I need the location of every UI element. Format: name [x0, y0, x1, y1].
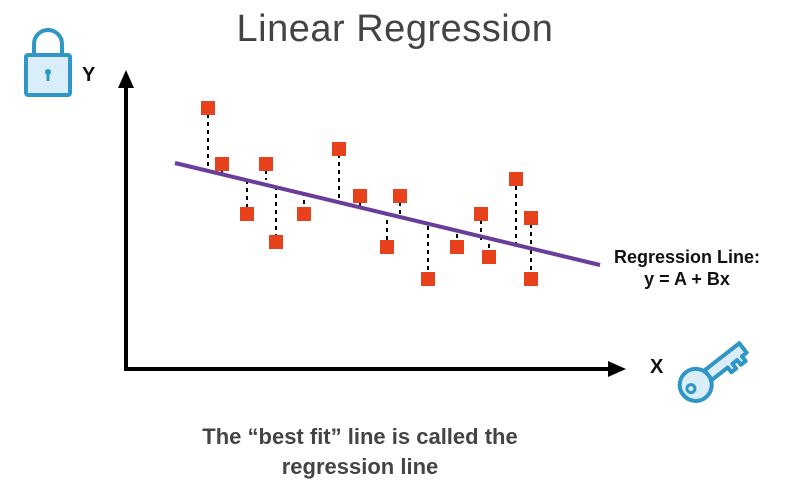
- data-point: [393, 189, 407, 203]
- residual-lines: [207, 114, 532, 274]
- regression-equation: Regression Line: y = A + Bx: [612, 246, 762, 290]
- data-point: [524, 211, 538, 225]
- caption-line-1: The “best fit” line is called the: [202, 424, 518, 449]
- y-axis-arrow: [118, 70, 134, 88]
- caption-line-2: regression line: [281, 454, 439, 479]
- data-point: [353, 189, 367, 203]
- caption: The “best fit” line is called the regres…: [0, 422, 720, 482]
- x-axis-arrow: [608, 361, 626, 377]
- data-point: [509, 172, 523, 186]
- data-points: [201, 101, 538, 286]
- data-point: [421, 272, 435, 286]
- data-point: [269, 235, 283, 249]
- data-point: [297, 207, 311, 221]
- regression-label: Regression Line:: [613, 247, 761, 267]
- data-point: [450, 240, 464, 254]
- data-point: [474, 207, 488, 221]
- lock-icon: [24, 28, 72, 97]
- x-axis-label: X: [650, 356, 664, 378]
- data-point: [240, 207, 254, 221]
- data-point: [482, 250, 496, 264]
- regression-formula: y = A + Bx: [644, 269, 730, 289]
- diagram-title: Linear Regression: [236, 8, 554, 50]
- regression-line: [174, 161, 601, 267]
- data-point: [201, 101, 215, 115]
- data-point: [332, 142, 346, 156]
- data-point: [259, 157, 273, 171]
- key-icon: [677, 341, 749, 403]
- data-point: [215, 157, 229, 171]
- y-axis-label: Y: [82, 64, 96, 86]
- data-point: [380, 240, 394, 254]
- data-point: [524, 272, 538, 286]
